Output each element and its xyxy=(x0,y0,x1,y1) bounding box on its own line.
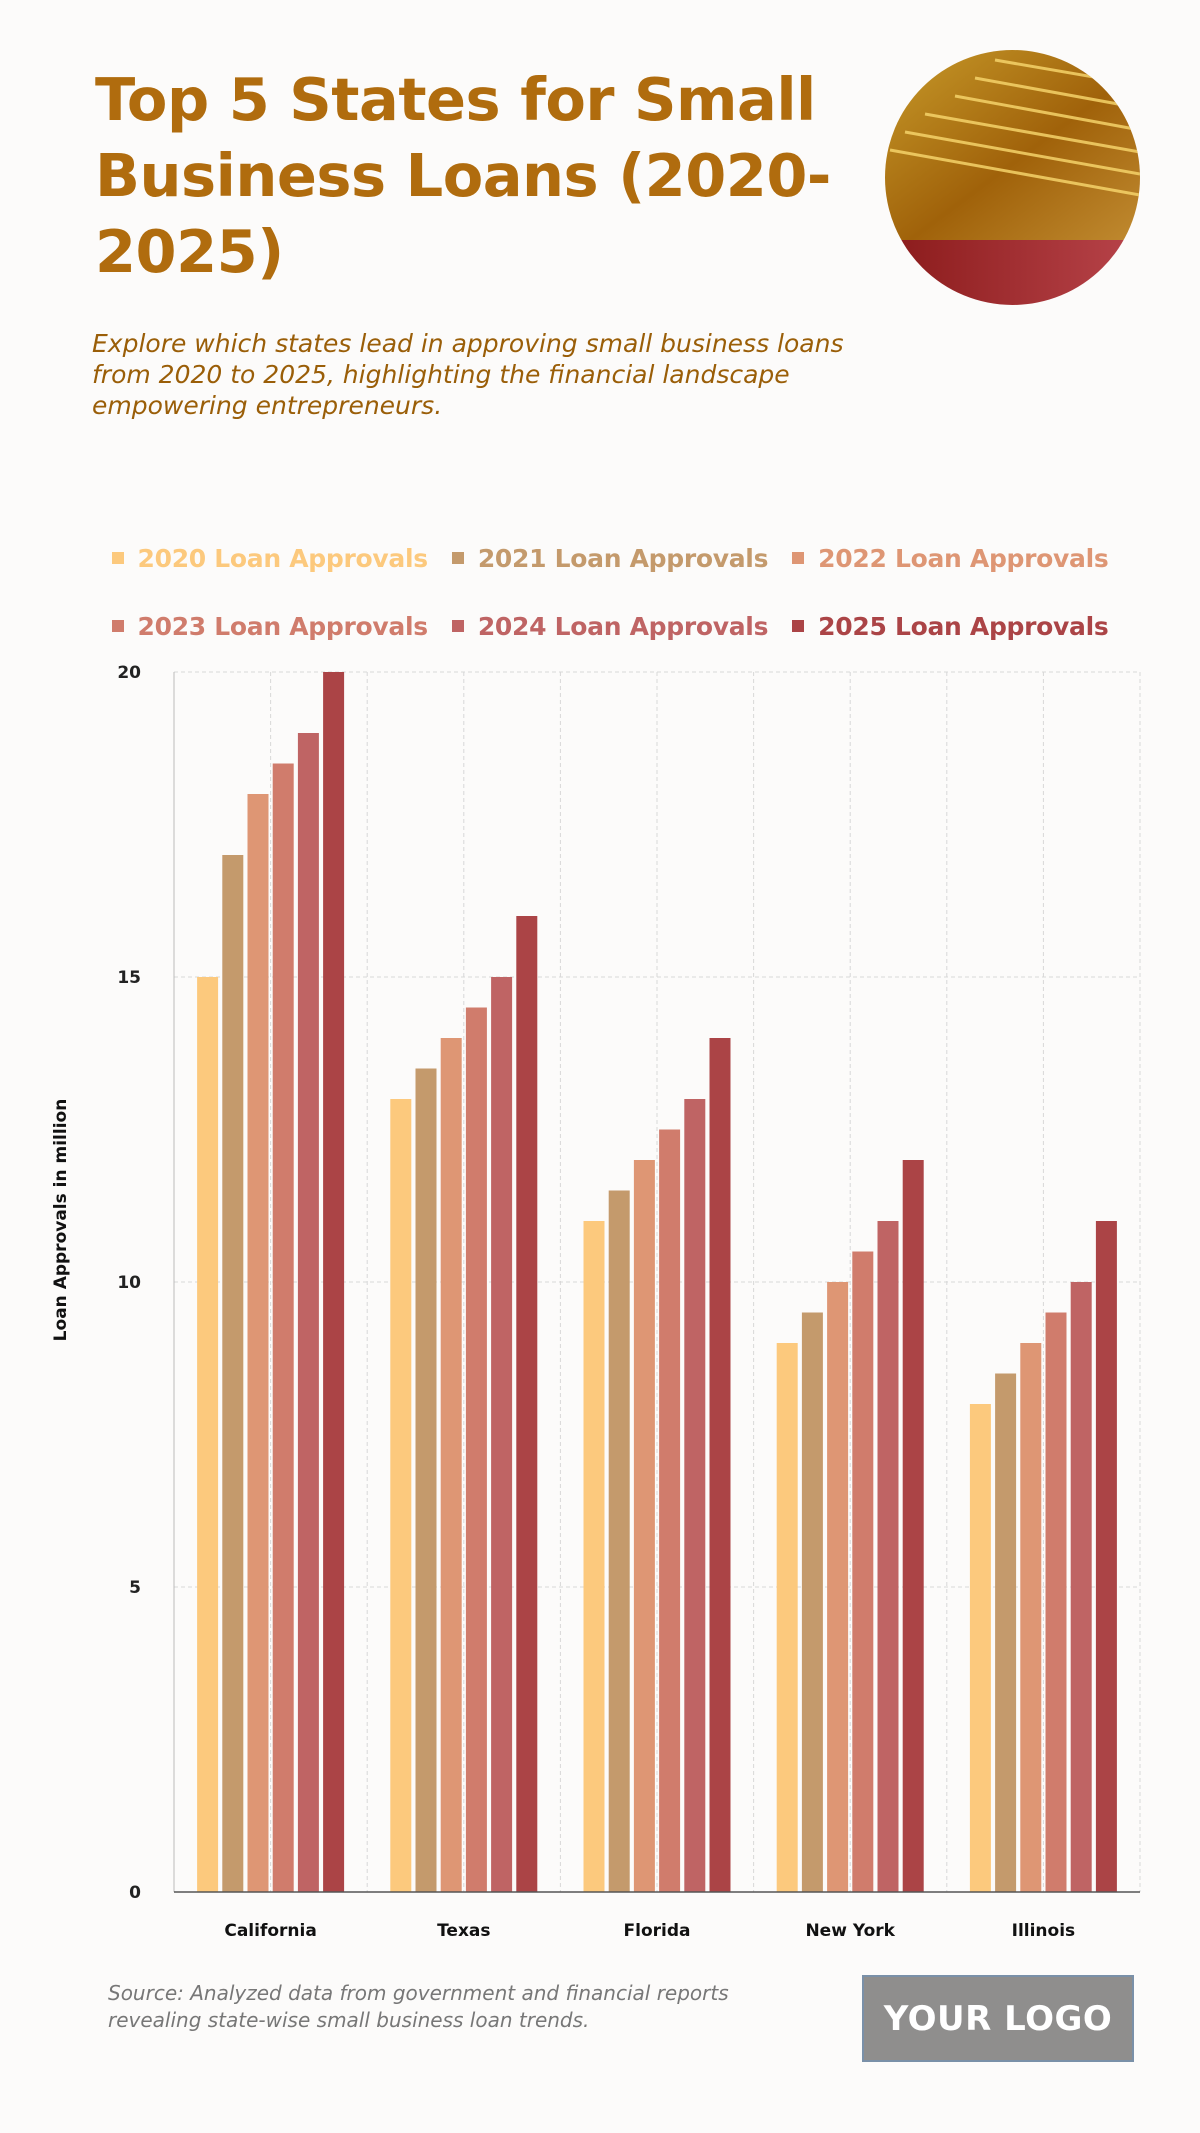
bar xyxy=(415,1068,437,1892)
legend-swatch xyxy=(792,620,805,632)
legend-swatch xyxy=(451,552,464,564)
bar xyxy=(1095,1221,1117,1892)
source-note: Source: Analyzed data from government an… xyxy=(108,1981,729,2032)
bar xyxy=(608,1190,630,1892)
bar xyxy=(709,1038,731,1892)
x-tick-label: Florida xyxy=(624,1921,691,1941)
bar xyxy=(827,1282,849,1892)
bar xyxy=(1070,1282,1092,1892)
bar xyxy=(297,733,319,1892)
bar xyxy=(516,916,538,1892)
legend-label: 2021 Loan Approvals xyxy=(477,543,769,573)
bar xyxy=(633,1160,655,1892)
bar xyxy=(323,672,345,1892)
page-title: Top 5 States for Small Business Loans (2… xyxy=(95,65,831,286)
legend-swatch xyxy=(111,620,124,632)
bar xyxy=(877,1221,899,1892)
legend-label: 2024 Loan Approvals xyxy=(477,611,769,641)
legend-item: 2023 Loan Approvals xyxy=(111,611,429,641)
bar xyxy=(272,763,294,1892)
bar xyxy=(465,1007,487,1892)
bar xyxy=(659,1129,681,1892)
bar xyxy=(197,977,219,1892)
legend-item: 2021 Loan Approvals xyxy=(451,543,769,573)
legend-label: 2022 Loan Approvals xyxy=(818,543,1109,573)
legend-item: 2024 Loan Approvals xyxy=(451,611,769,641)
bar xyxy=(852,1251,874,1892)
logo-placeholder: YOUR LOGO xyxy=(862,1975,1134,2062)
x-tick-label: Illinois xyxy=(1012,1921,1076,1941)
bar xyxy=(440,1038,462,1892)
x-tick-label: Texas xyxy=(437,1921,490,1941)
bar xyxy=(222,855,244,1892)
bar xyxy=(776,1343,798,1892)
y-axis-title: Loan Approvals in million xyxy=(51,1099,71,1342)
y-tick-label: 0 xyxy=(129,1883,141,1903)
legend-label: 2020 Loan Approvals xyxy=(137,543,429,573)
legend-swatch xyxy=(111,552,124,564)
x-tick-label: New York xyxy=(805,1921,895,1941)
chart-legend: 2020 Loan Approvals 2021 Loan Approvals 20… xyxy=(80,540,1140,676)
legend-swatch xyxy=(792,552,805,564)
x-tick-label: California xyxy=(224,1921,316,1941)
y-tick-label: 10 xyxy=(117,1273,141,1293)
bar xyxy=(247,794,269,1892)
legend-swatch xyxy=(451,620,464,632)
bar xyxy=(1045,1312,1067,1892)
y-tick-label: 20 xyxy=(117,663,141,683)
bar xyxy=(969,1404,991,1892)
legend-item: 2025 Loan Approvals xyxy=(792,611,1109,641)
bar xyxy=(801,1312,823,1892)
legend-row: 2020 Loan Approvals 2021 Loan Approvals 20… xyxy=(80,540,1140,576)
legend-label: 2023 Loan Approvals xyxy=(137,611,429,641)
bar xyxy=(390,1099,412,1892)
legend-row: 2023 Loan Approvals 2024 Loan Approvals 20… xyxy=(80,608,1140,644)
legend-item: 2022 Loan Approvals xyxy=(792,543,1109,573)
bar xyxy=(902,1160,924,1892)
legend-label: 2025 Loan Approvals xyxy=(818,611,1109,641)
bar xyxy=(1020,1343,1042,1892)
bar xyxy=(491,977,513,1892)
bar xyxy=(583,1221,605,1892)
y-tick-label: 15 xyxy=(117,968,141,988)
bar xyxy=(995,1373,1017,1892)
legend-item: 2020 Loan Approvals xyxy=(111,543,429,573)
y-tick-label: 5 xyxy=(129,1578,141,1598)
page-subtitle: Explore which states lead in approving s… xyxy=(92,329,844,420)
bar xyxy=(684,1099,706,1892)
